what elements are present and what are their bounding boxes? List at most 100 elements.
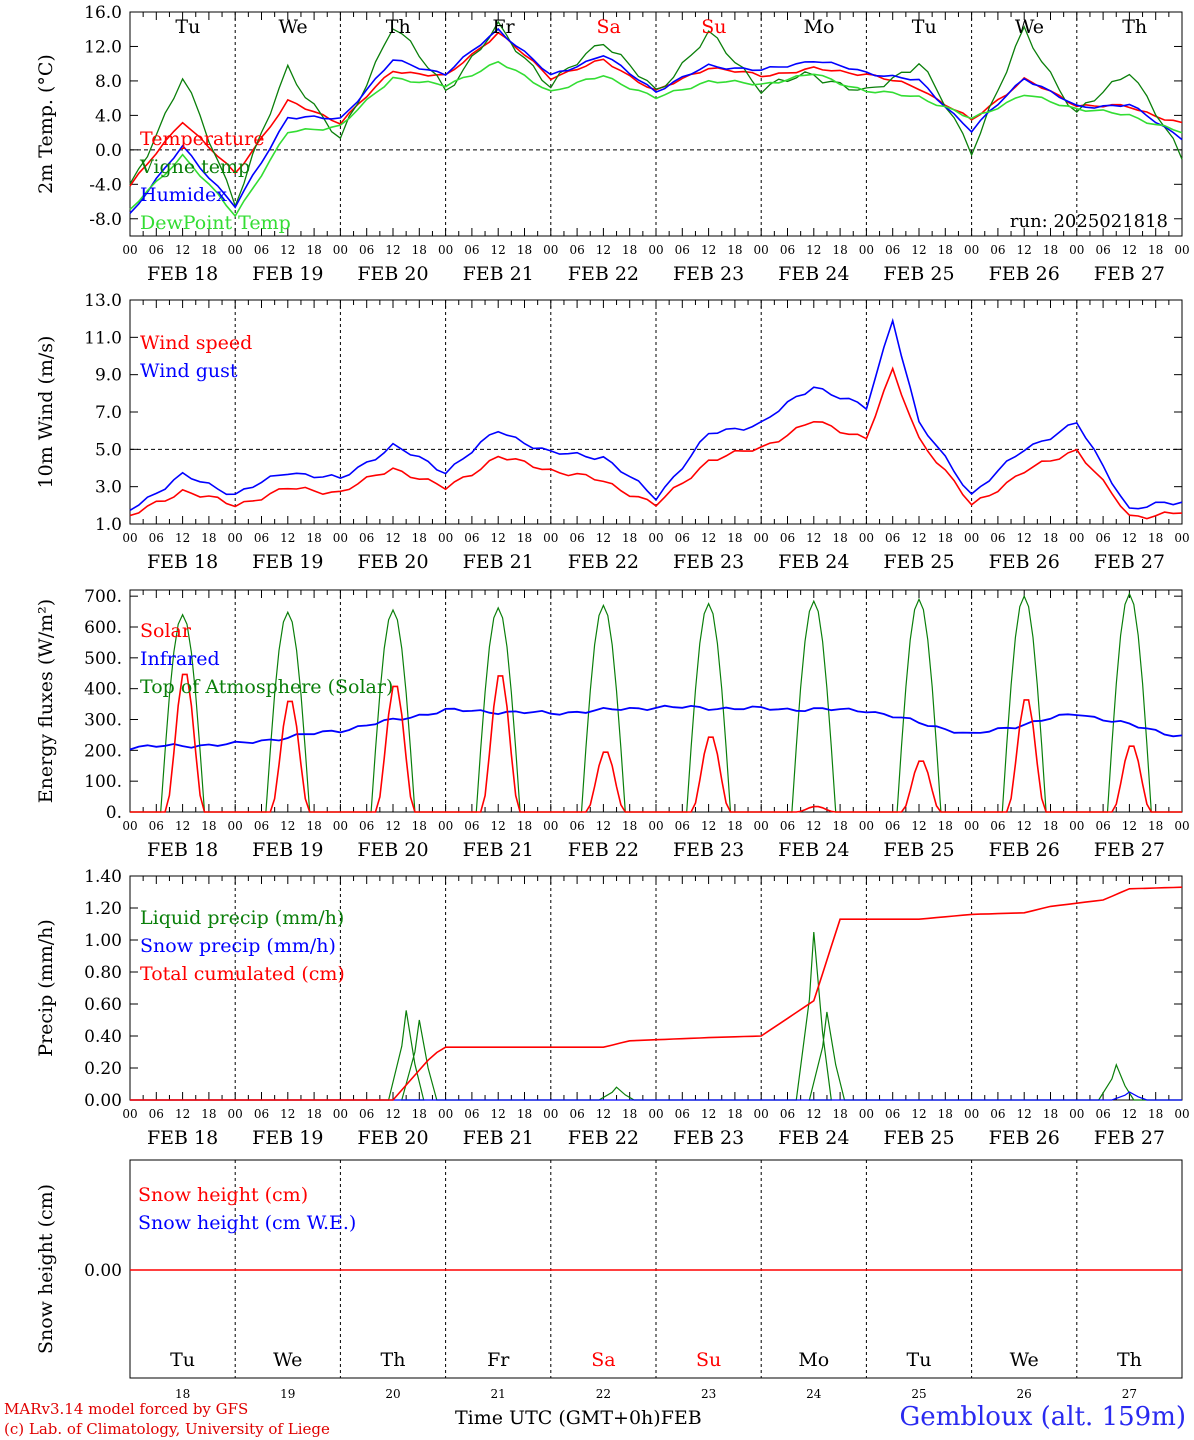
y-axis-label: 2m Temp. (°C) <box>35 54 57 194</box>
hour-tick-label: 06 <box>149 1107 164 1121</box>
date-label: FEB 25 <box>883 1127 954 1149</box>
date-label: FEB 22 <box>568 1127 639 1149</box>
y-tick-label: 0.60 <box>84 995 122 1015</box>
hour-tick-label: 00 <box>438 243 453 257</box>
hour-tick-label: 12 <box>596 531 611 545</box>
hour-tick-label: 18 <box>1043 243 1058 257</box>
legend-entry: Infrared <box>140 648 220 670</box>
date-label: FEB 21 <box>463 839 534 861</box>
legend-entry: Top of Atmosphere (Solar) <box>140 676 393 698</box>
hour-tick-label: 12 <box>1017 819 1032 833</box>
hour-tick-label: 06 <box>149 531 164 545</box>
hour-tick-label: 00 <box>648 531 663 545</box>
date-label: FEB 24 <box>778 551 849 573</box>
date-label: FEB 23 <box>673 839 744 861</box>
hour-tick-label: 06 <box>990 243 1005 257</box>
hour-tick-label: 18 <box>1148 1107 1163 1121</box>
x-axis-month: FEB <box>660 1407 702 1429</box>
y-tick-label: 0.20 <box>84 1059 122 1079</box>
hour-tick-label: 12 <box>175 243 190 257</box>
hour-tick-label: 00 <box>964 531 979 545</box>
legend-entry: Snow precip (mm/h) <box>140 935 336 957</box>
hour-tick-label: 12 <box>280 819 295 833</box>
hour-tick-label: 18 <box>1148 531 1163 545</box>
hour-tick-label: 00 <box>543 1107 558 1121</box>
hour-tick-label: 00 <box>543 531 558 545</box>
panel-frame <box>129 11 1183 237</box>
date-label: FEB 20 <box>357 263 428 285</box>
hour-tick-label: 12 <box>175 1107 190 1121</box>
date-label: FEB 27 <box>1094 263 1165 285</box>
hour-tick-label: 18 <box>1043 531 1058 545</box>
date-label: FEB 25 <box>883 839 954 861</box>
legend-entry: Wind speed <box>140 332 252 354</box>
day-number-label: 19 <box>280 1387 295 1401</box>
hour-tick-label: 06 <box>990 1107 1005 1121</box>
date-label: FEB 23 <box>673 551 744 573</box>
day-number-label: 26 <box>1017 1387 1032 1401</box>
weekday-label: Su <box>701 16 726 38</box>
y-tick-label: 1.00 <box>84 931 122 951</box>
y-tick-label: 500. <box>84 649 122 669</box>
hour-tick-label: 18 <box>517 243 532 257</box>
panel-5: 0.00 Snow height (cm) Snow height (cm) Snow… <box>35 1159 1183 1401</box>
hour-tick-label: 06 <box>1095 243 1110 257</box>
date-label: FEB 20 <box>357 839 428 861</box>
hour-tick-label: 12 <box>280 1107 295 1121</box>
hour-tick-label: 00 <box>1174 819 1189 833</box>
hour-tick-label: 00 <box>1174 531 1189 545</box>
legend-entry: Total cumulated (cm) <box>140 963 345 985</box>
hour-tick-label: 06 <box>780 819 795 833</box>
hour-tick-label: 18 <box>1148 243 1163 257</box>
hour-tick-label: 00 <box>964 1107 979 1121</box>
panel-4: 00 06 12 18 00 06 12 18 00 06 12 18 00 06 12 18 00 06 12 18… <box>35 867 1190 1149</box>
day-number-label: 21 <box>491 1387 506 1401</box>
hour-tick-label: 06 <box>569 819 584 833</box>
hour-tick-label: 06 <box>254 819 269 833</box>
date-label: FEB 21 <box>463 263 534 285</box>
date-label: FEB 18 <box>147 839 218 861</box>
y-tick-label: 1.20 <box>84 899 122 919</box>
hour-tick-label: 00 <box>333 243 348 257</box>
date-label: FEB 22 <box>568 263 639 285</box>
hour-tick-label: 06 <box>780 531 795 545</box>
hour-tick-label: 18 <box>412 819 427 833</box>
hour-tick-label: 18 <box>412 1107 427 1121</box>
hour-tick-label: 00 <box>859 1107 874 1121</box>
hour-tick-label: 00 <box>754 531 769 545</box>
hour-tick-label: 00 <box>333 531 348 545</box>
cumulated-precip-line <box>130 886 1183 1101</box>
legend-entry: Humidex <box>140 184 227 206</box>
x-axis-label: Time UTC (GMT+0h) <box>455 1407 661 1429</box>
hour-tick-label: 06 <box>780 1107 795 1121</box>
hour-tick-label: 12 <box>280 243 295 257</box>
date-label: FEB 23 <box>673 1127 744 1149</box>
y-tick-label: 200. <box>84 741 122 761</box>
hour-tick-label: 06 <box>1095 1107 1110 1121</box>
hour-tick-label: 00 <box>228 1107 243 1121</box>
series-line <box>129 60 1183 218</box>
y-tick-label: 4.0 <box>95 106 122 126</box>
hour-tick-label: 18 <box>622 243 637 257</box>
hour-tick-label: 12 <box>385 531 400 545</box>
y-tick-label: 300. <box>84 711 122 731</box>
weekday-label: We <box>278 16 307 38</box>
date-label: FEB 26 <box>989 1127 1060 1149</box>
hour-tick-label: 18 <box>1148 819 1163 833</box>
date-label: FEB 21 <box>463 1127 534 1149</box>
lab-credit: (c) Lab. of Climatology, University of L… <box>4 1420 330 1438</box>
hour-tick-label: 12 <box>1122 819 1137 833</box>
hour-tick-label: 12 <box>175 819 190 833</box>
hour-tick-label: 06 <box>885 243 900 257</box>
hour-tick-label: 06 <box>885 1107 900 1121</box>
date-label: FEB 20 <box>357 551 428 573</box>
hour-tick-label: 12 <box>385 1107 400 1121</box>
hour-tick-label: 12 <box>806 1107 821 1121</box>
hour-tick-label: 18 <box>938 531 953 545</box>
panel-frame <box>129 299 1183 525</box>
hour-tick-label: 00 <box>1069 531 1084 545</box>
hour-tick-label: 00 <box>122 819 137 833</box>
hour-tick-label: 18 <box>832 1107 847 1121</box>
hour-tick-label: 00 <box>754 243 769 257</box>
